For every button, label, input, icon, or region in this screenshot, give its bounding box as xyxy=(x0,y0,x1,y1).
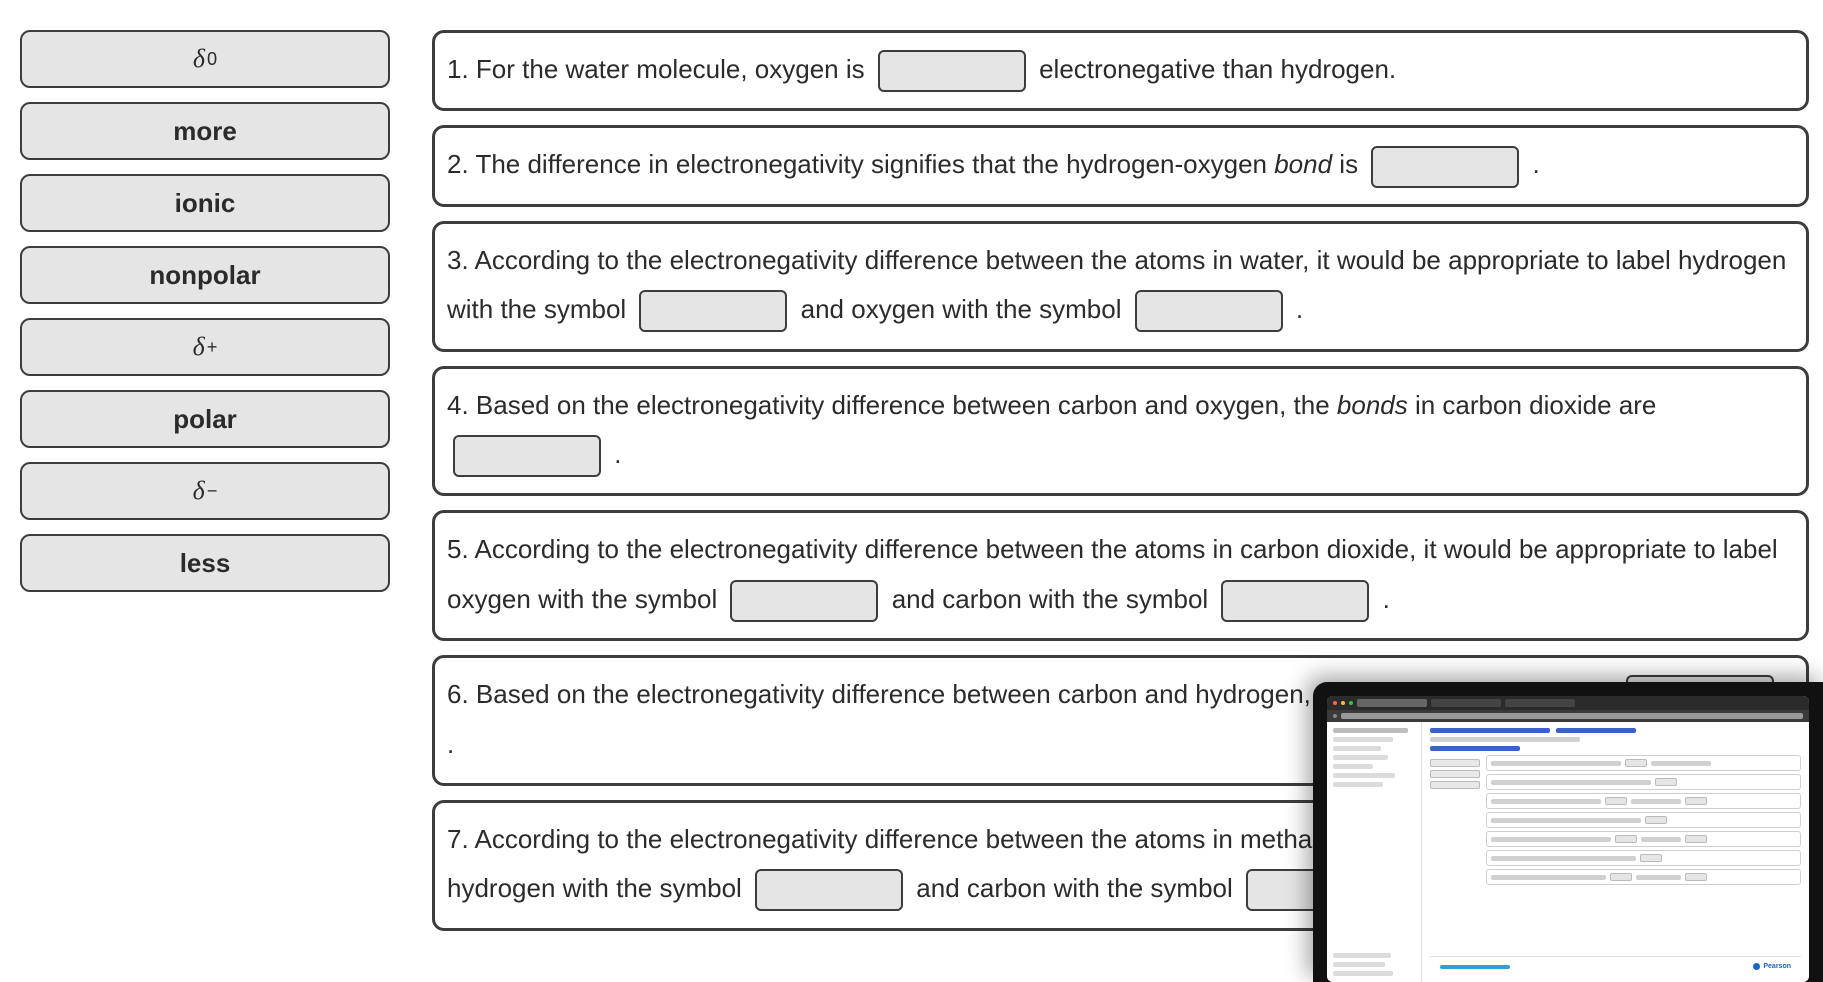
question-text: 1. For the water molecule, oxygen is xyxy=(447,54,872,84)
question-text: and oxygen with the symbol xyxy=(793,294,1128,324)
answer-choice-more[interactable]: more xyxy=(20,102,390,160)
drop-slot[interactable] xyxy=(878,50,1026,92)
drop-slot[interactable] xyxy=(639,290,787,332)
preview-progress-bar xyxy=(1440,965,1510,969)
preview-course-title: Mastering Chemistry xyxy=(1333,728,1408,733)
preview-page: Mastering Chemistry xyxy=(1327,722,1809,982)
preview-url-bar xyxy=(1327,710,1809,722)
drop-slot[interactable] xyxy=(453,435,601,477)
question-text: 4. Based on the electronegativity differ… xyxy=(447,390,1337,420)
answer-choice-delta−[interactable]: δ− xyxy=(20,462,390,520)
preview-screen: Mastering Chemistry xyxy=(1327,696,1809,982)
question-text: in carbon dioxide are xyxy=(1408,390,1664,420)
question-text: bonds xyxy=(1337,390,1408,420)
drop-slot[interactable] xyxy=(1135,290,1283,332)
question-text: . xyxy=(607,439,621,469)
answer-choice-polar[interactable]: polar xyxy=(20,390,390,448)
question-text: and carbon with the symbol xyxy=(909,873,1240,903)
answer-choice-delta0[interactable]: δ0 xyxy=(20,30,390,88)
question-text: 2. The difference in electronegativity s… xyxy=(447,149,1274,179)
preview-main: Pearson xyxy=(1422,722,1809,982)
drop-slot[interactable] xyxy=(1371,146,1519,188)
preview-footer: Pearson xyxy=(1430,956,1801,976)
question-text: . xyxy=(1289,294,1303,324)
preview-browser-tabs xyxy=(1327,696,1809,710)
preview-brand: Pearson xyxy=(1753,963,1791,970)
drop-slot[interactable] xyxy=(730,580,878,622)
answer-choice-less[interactable]: less xyxy=(20,534,390,592)
answer-choices-column: δ0 more ionic nonpolar δ+ polar δ− less xyxy=(20,30,390,931)
question-text: . xyxy=(1375,584,1389,614)
question-3: 3. According to the electronegativity di… xyxy=(432,221,1809,352)
question-text: is xyxy=(1332,149,1365,179)
question-text: bond xyxy=(1274,149,1332,179)
question-text: and carbon with the symbol xyxy=(884,584,1215,614)
preview-choice-buttons xyxy=(1430,759,1480,881)
question-2: 2. The difference in electronegativity s… xyxy=(432,125,1809,206)
answer-choice-delta+[interactable]: δ+ xyxy=(20,318,390,376)
drop-slot[interactable] xyxy=(755,869,903,911)
answer-choice-nonpolar[interactable]: nonpolar xyxy=(20,246,390,304)
question-5: 5. According to the electronegativity di… xyxy=(432,510,1809,641)
question-text: electronegative than hydrogen. xyxy=(1032,54,1396,84)
answer-choice-ionic[interactable]: ionic xyxy=(20,174,390,232)
drop-slot[interactable] xyxy=(1221,580,1369,622)
question-text: . xyxy=(1525,149,1539,179)
preview-thumbnail: Mastering Chemistry xyxy=(1313,682,1823,982)
question-4: 4. Based on the electronegativity differ… xyxy=(432,366,1809,497)
preview-sidebar: Mastering Chemistry xyxy=(1327,722,1422,982)
question-1: 1. For the water molecule, oxygen is ele… xyxy=(432,30,1809,111)
question-text: 6. Based on the electronegativity differ… xyxy=(447,679,1361,709)
